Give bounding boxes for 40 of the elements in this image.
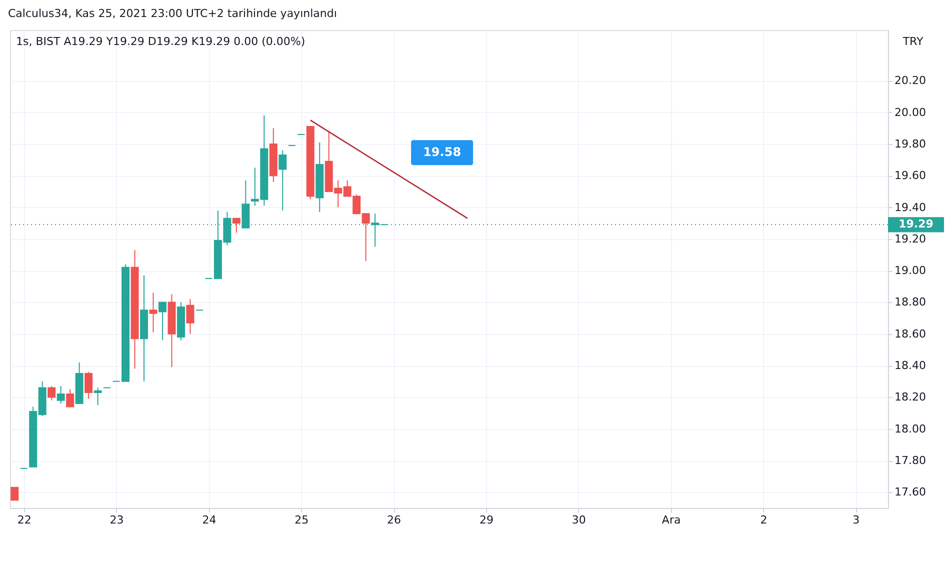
- ref-line-label: 19.29: [898, 218, 934, 231]
- annotation: 19.58: [423, 145, 462, 160]
- candlestick: [48, 386, 56, 401]
- candlestick: [232, 218, 240, 234]
- x-tick-label: 2: [760, 514, 768, 526]
- y-tick-label: 18.20: [894, 390, 926, 404]
- y-tick-label: 20.00: [894, 106, 926, 119]
- candlestick: [278, 150, 287, 211]
- y-tick-label: 18.60: [894, 327, 926, 340]
- text: TRY: [902, 35, 924, 48]
- candlestick: [186, 298, 194, 334]
- candlestick: [149, 292, 158, 333]
- candlestick: [94, 387, 102, 406]
- x-tick-label: Ara: [662, 514, 681, 526]
- candlestick: [10, 486, 19, 501]
- x-tick-label: 30: [572, 514, 586, 526]
- y-tick-label: 19.20: [894, 232, 926, 246]
- x-tick-label: 26: [387, 514, 402, 526]
- y-tick-label: 18.40: [894, 359, 926, 372]
- y-tick-label: 19.00: [894, 264, 926, 278]
- y-tick-label: 17.80: [894, 454, 926, 468]
- candlestick: [158, 302, 166, 341]
- y-tick-label: 20.20: [894, 74, 926, 88]
- chart-title: 1s, BIST A19.29 Y19.29 D19.29 K19.29 0.00 (0.00%): [16, 35, 306, 48]
- candlestick: [56, 386, 65, 404]
- y-tick-label: 19.60: [894, 169, 926, 182]
- y-tick-label: 19.40: [894, 200, 926, 214]
- x-tick-label: 22: [17, 514, 32, 526]
- y-tick-label: 19.80: [894, 137, 926, 150]
- candlestick: [66, 388, 74, 408]
- y-tick-label: 18.80: [894, 296, 926, 309]
- y-tick-label: 18.00: [894, 422, 926, 436]
- x-tick-label: 29: [479, 514, 494, 526]
- x-tick-label: 3: [852, 514, 860, 526]
- x-tick-label: 23: [110, 514, 124, 526]
- candlestick: [84, 371, 93, 400]
- text: Calculus34, Kas 25, 2021 23:00 UTC+2 tarihinde yayınlandı: [8, 7, 337, 20]
- y-tick-label: 17.60: [894, 486, 926, 499]
- x-tick-label: 24: [202, 514, 216, 526]
- x-tick-label: 25: [294, 514, 309, 526]
